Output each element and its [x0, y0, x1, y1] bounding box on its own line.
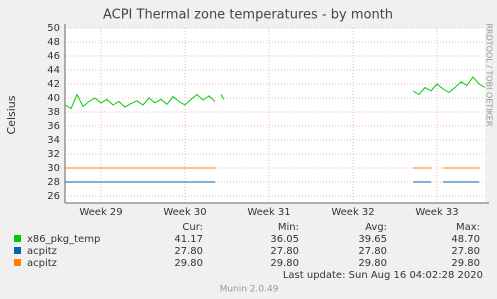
legend-stat: 29.80	[358, 258, 387, 269]
legend-stat: 27.80	[174, 246, 203, 257]
watermark: RRDTOOL / TOBI OETIKER	[485, 23, 494, 126]
y-tick-label: 34	[47, 135, 60, 146]
plot-area	[65, 28, 485, 203]
legend-label: x86_pkg_temp	[27, 234, 100, 245]
footer: Munin 2.0.49	[220, 285, 279, 295]
legend-stat: 48.70	[451, 234, 480, 245]
y-tick-label: 50	[47, 23, 60, 34]
legend-header: Avg:	[365, 222, 387, 233]
y-tick-label: 48	[47, 37, 60, 48]
y-tick-label: 46	[47, 51, 60, 62]
legend-stat: 27.80	[358, 246, 387, 257]
legend-label: acpitz	[27, 258, 57, 269]
y-tick-label: 40	[47, 93, 60, 104]
chart-title: ACPI Thermal zone temperatures - by mont…	[103, 8, 393, 23]
y-tick-label: 28	[47, 177, 60, 188]
x-tick-label: Week 31	[247, 207, 290, 218]
legend-swatch	[14, 247, 21, 254]
y-tick-label: 44	[47, 65, 60, 76]
y-tick-label: 30	[47, 163, 60, 174]
legend-stat: 39.65	[358, 234, 387, 245]
legend-label: acpitz	[27, 246, 57, 257]
last-update: Last update: Sun Aug 16 04:02:28 2020	[283, 270, 483, 281]
legend-header: Min:	[278, 222, 299, 233]
y-tick-label: 32	[47, 149, 60, 160]
legend-swatch	[14, 259, 21, 266]
legend-stat: 29.80	[451, 258, 480, 269]
legend-stat: 27.80	[270, 246, 299, 257]
legend-header: Max:	[456, 222, 480, 233]
legend-stat: 27.80	[451, 246, 480, 257]
x-tick-label: Week 33	[415, 207, 458, 218]
legend-swatch	[14, 235, 21, 242]
x-tick-label: Week 32	[331, 207, 374, 218]
legend-header: Cur:	[182, 222, 203, 233]
series-line	[64, 76, 486, 110]
legend-stat: 36.05	[270, 234, 299, 245]
x-tick-label: Week 30	[163, 207, 206, 218]
legend-stat: 41.17	[174, 234, 203, 245]
y-tick-label: 26	[47, 191, 60, 202]
legend-stat: 29.80	[270, 258, 299, 269]
legend-stat: 29.80	[174, 258, 203, 269]
y-axis-label: Celsius	[5, 95, 18, 134]
y-tick-label: 36	[47, 121, 60, 132]
x-tick-label: Week 29	[79, 207, 122, 218]
y-tick-label: 42	[47, 79, 60, 90]
y-tick-label: 38	[47, 107, 60, 118]
